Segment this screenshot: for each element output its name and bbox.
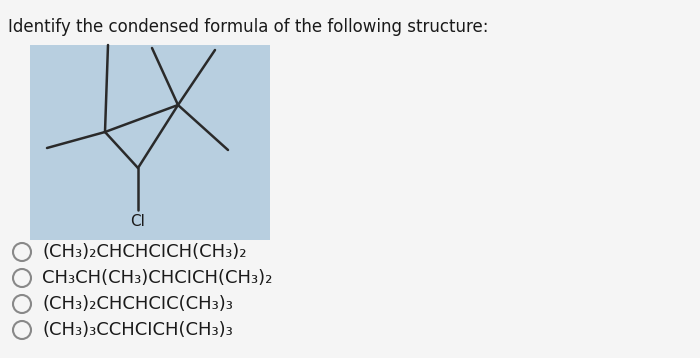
Text: (CH₃)₂CHCHCIC(CH₃)₃: (CH₃)₂CHCHCIC(CH₃)₃ (42, 295, 233, 313)
Bar (30, 45, 270, 240)
Text: (CH₃)₃CCHCICH(CH₃)₃: (CH₃)₃CCHCICH(CH₃)₃ (42, 321, 232, 339)
Text: (CH₃)₂CHCHCICH(CH₃)₂: (CH₃)₂CHCHCICH(CH₃)₂ (42, 243, 246, 261)
Text: CH₃CH(CH₃)CHCICH(CH₃)₂: CH₃CH(CH₃)CHCICH(CH₃)₂ (42, 269, 272, 287)
Text: Identify the condensed formula of the following structure:: Identify the condensed formula of the fo… (8, 18, 489, 36)
Text: Cl: Cl (131, 214, 146, 229)
